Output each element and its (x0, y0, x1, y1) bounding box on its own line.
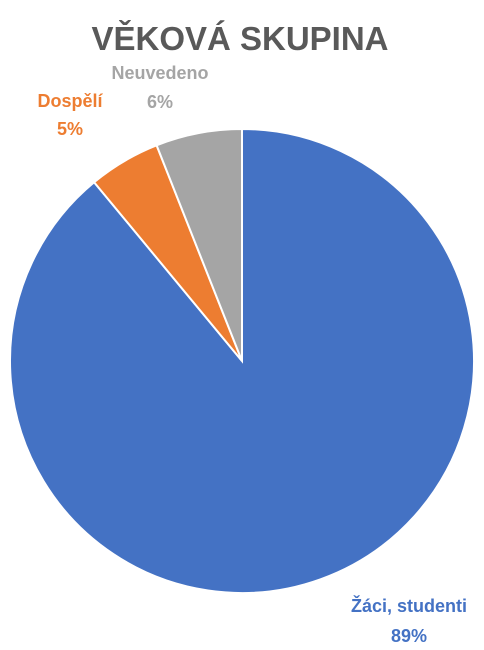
pie-labels: Žáci, studenti 89% Dospělí 5% Neuvedeno 6% (37, 63, 467, 646)
chart-title: VĚKOVÁ SKUPINA (91, 20, 388, 57)
pie-slice-3 (155, 127, 243, 362)
slice-name-label: Žáci, studenti (351, 595, 467, 616)
slice-value-label: 5% (57, 119, 83, 139)
slice-value-label: 6% (147, 92, 173, 112)
slice-name-label: Dospělí (37, 91, 103, 111)
slice-value-label: 89% (391, 626, 427, 646)
slice-name-label: Neuvedeno (111, 63, 208, 83)
pie-slices (9, 127, 475, 594)
